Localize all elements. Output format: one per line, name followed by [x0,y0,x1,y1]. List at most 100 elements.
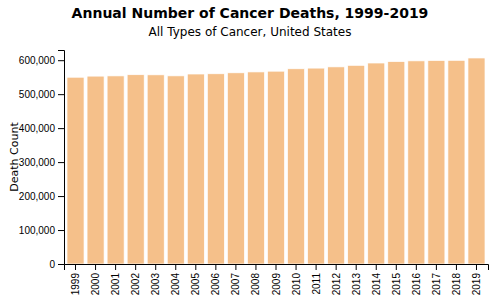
y-tick: 500,000 [19,89,64,100]
bar [187,74,204,264]
bar [428,60,445,264]
x-tick-label: 2019 [471,273,482,296]
y-tick-label: 200,000 [19,191,56,202]
x-tick-mark [75,264,76,270]
y-tick: 100,000 [19,225,64,236]
bar [127,75,144,264]
y-tick-label: 0 [49,259,55,270]
x-tick-label: 2013 [351,273,362,296]
x-tick-mark [416,264,417,270]
x-tick: 2005 [190,264,201,295]
x-tick: 2004 [170,264,181,295]
x-tick-label: 2003 [150,273,161,296]
x-tick: 2008 [250,264,261,295]
subtitle: All Types of Cancer, United States [149,25,352,39]
x-tick: 1999 [70,264,81,295]
y-tick-label: 500,000 [19,89,56,100]
x-tick-label: 2014 [371,273,382,296]
y-tick-mark [58,60,64,61]
x-tick: 2017 [431,264,442,295]
y-axis: 0 100,000 200,000 300,000 400,000 500,000 600,… [19,51,65,270]
y-tick-label: 600,000 [19,55,56,66]
x-tick-mark [235,264,236,270]
y-tick-mark [58,230,64,231]
bar [348,65,365,264]
bar [87,76,104,264]
x-tick: 2011 [311,264,322,295]
x-tick-label: 2016 [411,273,422,296]
x-tick: 2003 [150,264,161,295]
x-tick-mark [376,264,377,270]
y-tick: 200,000 [19,191,64,202]
x-tick-label: 2004 [170,273,181,296]
title: Annual Number of Cancer Deaths, 1999-201… [72,5,429,21]
bar [328,67,345,264]
x-tick: 2018 [451,264,462,295]
x-tick: 2014 [371,264,382,295]
x-tick-label: 1999 [70,273,81,296]
plot: 0 100,000 200,000 300,000 400,000 500,000 600,… [19,51,489,296]
x-tick-mark [476,264,477,270]
bar [267,71,284,264]
x-tick-mark [95,264,96,270]
x-tick: 2002 [130,264,141,295]
x-tick-label: 2002 [130,273,141,296]
y-tick-mark [58,128,64,129]
x-tick-mark [276,264,277,270]
x-tick-mark [195,264,196,270]
x-tick: 2001 [110,264,121,295]
y-tick: 400,000 [19,123,64,134]
bar [308,68,325,264]
x-tick-label: 2011 [311,273,322,295]
y-axis-line [58,51,65,265]
bar [288,69,305,264]
bar [368,63,385,264]
bar [147,75,164,264]
x-tick-label: 2017 [431,273,442,296]
x-tick: 2016 [411,264,422,295]
y-tick-label: 400,000 [19,123,56,134]
bar [468,58,485,264]
x-tick-mark [336,264,337,270]
x-axis: 1999 2000 2001 2002 2003 2004 2005 2006 2007 2008… [65,264,489,295]
bar [227,73,244,264]
x-tick-mark [115,264,116,270]
x-tick-label: 2008 [250,273,261,296]
x-tick: 2013 [351,264,362,295]
y-tick-mark [58,196,64,197]
y-tick: 0 [49,259,64,270]
x-tick-label: 2009 [271,273,282,296]
y-tick: 300,000 [19,157,64,168]
x-tick-mark [296,264,297,270]
x-tick: 2010 [291,264,302,295]
x-tick-mark [456,264,457,270]
x-tick-label: 2010 [291,273,302,296]
x-tick-mark [215,264,216,270]
bar [167,76,184,264]
bar [388,62,405,264]
x-tick-mark [175,264,176,270]
bars [67,58,485,264]
x-tick-label: 2007 [230,273,241,296]
x-tick: 2009 [271,264,282,295]
x-tick-label: 2015 [391,273,402,296]
x-tick-label: 2005 [190,273,201,296]
x-tick-label: 2001 [110,273,121,296]
x-axis-line [65,265,489,271]
y-tick-label: 100,000 [19,225,56,236]
bar [408,61,425,264]
y-tick-mark [58,94,64,95]
x-tick-label: 2000 [90,273,101,296]
x-tick-mark [356,264,357,270]
y-tick-mark [58,264,64,265]
x-tick: 2006 [210,264,221,295]
bar [67,77,84,264]
y-axis-title: Death Count [8,122,21,192]
x-tick-mark [436,264,437,270]
x-tick-mark [255,264,256,270]
bar [107,76,124,264]
y-tick-mark [58,162,64,163]
x-tick-mark [396,264,397,270]
bar [247,72,264,264]
bar [448,60,465,264]
